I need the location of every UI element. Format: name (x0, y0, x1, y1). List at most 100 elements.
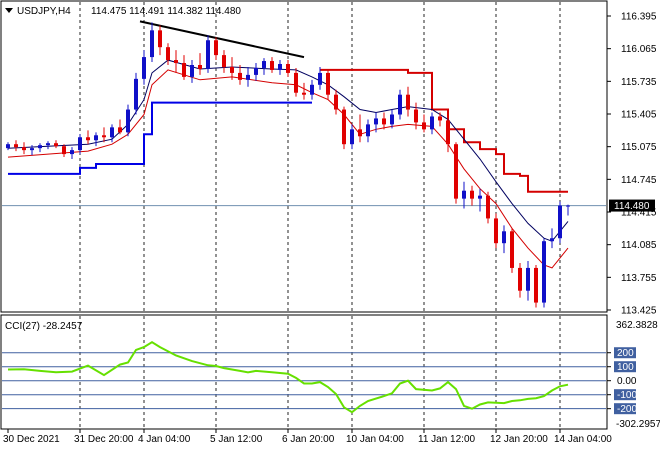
candle-body (446, 120, 450, 145)
candle-body (198, 65, 202, 69)
candle-body (166, 47, 170, 61)
cci-level-label: 200 (617, 348, 634, 359)
cci-level-badge (614, 361, 636, 373)
candle (302, 82, 306, 100)
candle (238, 65, 242, 85)
candle-body (182, 63, 186, 77)
dropdown-triangle-icon[interactable] (5, 8, 13, 13)
candle-body (214, 40, 218, 56)
candle (286, 60, 290, 77)
candle-body (286, 64, 290, 73)
candle (230, 57, 234, 80)
candle-body (142, 57, 146, 79)
price-header: USDJPY,H4 114.475 114.491 114.382 114.48… (5, 6, 241, 17)
ohlc-label: 114.475 114.491 114.382 114.480 (91, 6, 241, 17)
candle (30, 145, 34, 156)
price-tick-label: 113.425 (621, 306, 657, 317)
candle (158, 25, 162, 56)
cci-axis-max: 362.3828 (616, 320, 658, 331)
price-plot-area (2, 20, 606, 308)
candle-body (430, 116, 434, 130)
candle (454, 142, 458, 204)
candle-body (78, 137, 82, 151)
candle (486, 191, 490, 224)
candle (270, 57, 274, 73)
time-tick-label: 12 Jan 20:00 (490, 434, 548, 445)
cci-panel-frame (0, 314, 608, 430)
candle-body (318, 72, 322, 85)
cci-plot-area (7, 341, 569, 414)
candle-body (254, 67, 258, 75)
candle-body (518, 267, 522, 291)
candle (166, 43, 170, 65)
candle-body (86, 137, 90, 141)
candle-body (566, 205, 570, 207)
candle-body (22, 147, 26, 151)
price-tick-label: 114.415 (621, 208, 657, 219)
candle-body (238, 72, 242, 80)
candle-body (550, 238, 554, 242)
price-tick-label: 115.075 (621, 142, 657, 153)
candle-body (526, 267, 530, 291)
price-tick-label: 115.405 (621, 110, 657, 121)
candle-body (310, 84, 314, 95)
candle (174, 50, 178, 73)
candle-body (246, 74, 250, 80)
price-tick-label: 116.395 (621, 12, 657, 23)
candle-body (54, 143, 58, 147)
candle-body (230, 66, 234, 73)
candle (278, 60, 282, 75)
candle-body (38, 145, 42, 149)
candle-body (510, 231, 514, 268)
candle-body (382, 118, 386, 125)
candle (398, 89, 402, 120)
trendline (139, 20, 305, 59)
lower-band-line (8, 101, 312, 175)
candle (62, 144, 66, 158)
candle-body (278, 64, 282, 70)
candle-body (414, 109, 418, 123)
candle-body (358, 129, 362, 137)
candle-body (190, 65, 194, 77)
candle (246, 66, 250, 87)
candle-body (118, 127, 122, 133)
time-tick-label: 6 Jan 20:00 (282, 434, 335, 445)
candle (126, 104, 130, 137)
price-panel-frame (0, 0, 608, 313)
candle-body (270, 61, 274, 70)
candle-body (30, 148, 34, 151)
candle-body (462, 190, 466, 199)
upper-band-line (320, 68, 568, 193)
current-price-label: 114.480 (614, 201, 650, 212)
candle (102, 127, 106, 143)
cci-level-label: -100 (617, 390, 637, 401)
candle (518, 262, 522, 298)
candle (550, 228, 554, 249)
candle-body (494, 218, 498, 244)
candle (502, 225, 506, 254)
candle (358, 114, 362, 143)
candle (294, 67, 298, 97)
candle-body (326, 72, 330, 95)
cci-panel-grid (2, 316, 606, 428)
price-tick-label: 114.085 (621, 240, 657, 251)
cci-axis-min: -302.2957 (616, 419, 660, 430)
candle (94, 132, 98, 147)
price-tick-label: 113.755 (621, 273, 657, 284)
candle-body (70, 150, 74, 155)
candle-body (406, 94, 410, 110)
candle-body (438, 116, 442, 121)
candle-body (294, 72, 298, 93)
candle-body (206, 40, 210, 69)
candle (110, 124, 114, 143)
candle-body (454, 144, 458, 199)
candle-body (374, 118, 378, 125)
slow-ma-line (7, 59, 569, 242)
candle (54, 140, 58, 149)
candle (22, 142, 26, 155)
cci-level-label: 0.00 (617, 376, 637, 387)
candle-body (534, 267, 538, 303)
candle-body (302, 92, 306, 95)
candle (78, 134, 82, 155)
